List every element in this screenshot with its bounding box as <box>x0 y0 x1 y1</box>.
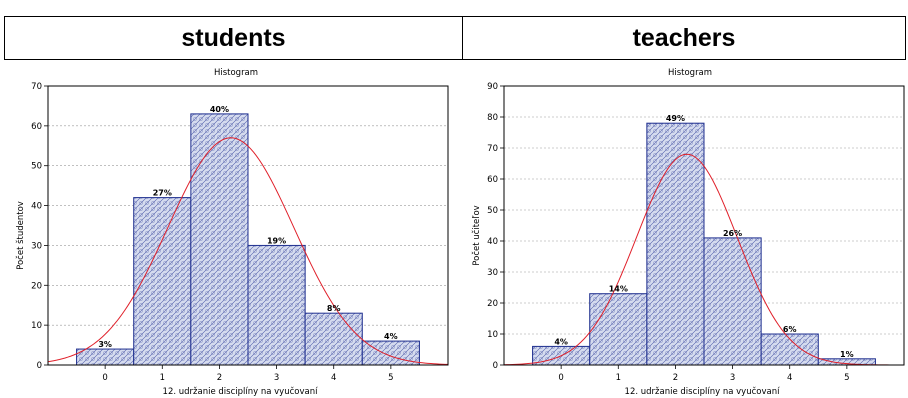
x-tick-label: 4 <box>787 373 792 383</box>
bar-label: 4% <box>554 337 568 346</box>
y-tick-label: 20 <box>31 281 42 291</box>
histogram-bar <box>190 113 249 366</box>
y-tick-label: 60 <box>487 175 498 185</box>
x-axis-label: 12. udržanie disciplíny na vyučovaní <box>625 386 781 397</box>
x-tick-label: 4 <box>331 373 336 383</box>
bar-label: 8% <box>327 304 341 313</box>
x-tick-label: 5 <box>844 373 849 383</box>
x-tick-label: 0 <box>102 373 107 383</box>
histogram-bar <box>133 197 192 366</box>
header-students: students <box>4 16 463 60</box>
x-tick-label: 1 <box>616 373 621 383</box>
x-axis-label: 12. udržanie disciplíny na vyučovaní <box>163 386 319 397</box>
x-tick-label: 3 <box>730 373 735 383</box>
bar-label: 6% <box>783 325 797 334</box>
y-tick-label: 70 <box>487 144 498 154</box>
histogram-bar <box>247 244 306 366</box>
x-tick-label: 2 <box>217 373 222 383</box>
y-tick-label: 0 <box>493 361 498 371</box>
y-tick-label: 70 <box>31 82 42 92</box>
chart-title: Histogram <box>214 68 258 78</box>
normal-curve <box>503 153 904 366</box>
y-tick-label: 30 <box>31 241 42 251</box>
bar-label: 3% <box>98 340 112 349</box>
y-axis-label: Počet učiteľov <box>471 205 482 265</box>
y-tick-label: 50 <box>31 162 42 172</box>
y-tick-label: 40 <box>487 237 498 247</box>
x-tick-label: 5 <box>388 373 393 383</box>
y-tick-label: 20 <box>487 299 498 309</box>
bar-label: 14% <box>609 285 628 294</box>
x-tick-label: 0 <box>558 373 563 383</box>
x-tick-label: 1 <box>160 373 165 383</box>
plot-frame <box>503 85 905 366</box>
bar-label: 40% <box>210 105 229 114</box>
histogram-bar <box>304 312 363 366</box>
x-tick-label: 2 <box>673 373 678 383</box>
y-tick-label: 10 <box>31 321 42 331</box>
bar-label: 26% <box>723 229 742 238</box>
plot-frame <box>47 85 449 366</box>
normal-curve <box>47 137 449 365</box>
y-tick-label: 40 <box>31 202 42 212</box>
chart-title: Histogram <box>668 68 712 78</box>
bar-label: 4% <box>384 332 398 341</box>
histogram-bar <box>589 293 648 366</box>
header-row: students teachers <box>0 16 908 62</box>
y-tick-label: 0 <box>37 361 42 371</box>
y-tick-label: 80 <box>487 113 498 123</box>
y-tick-label: 30 <box>487 268 498 278</box>
y-axis-label: Počet študentov <box>15 201 26 270</box>
histogram-bar <box>76 348 135 366</box>
header-teachers: teachers <box>462 16 906 60</box>
bar-label: 27% <box>153 189 172 198</box>
y-tick-label: 60 <box>31 122 42 132</box>
bar-label: 1% <box>840 350 854 359</box>
bar-label: 49% <box>666 114 685 123</box>
teachers-histogram: Histogram01020304050607080904%14%49%26%6… <box>471 68 905 397</box>
students-histogram: Histogram 0 10 20 30 40 50 60 70 3% 27% 40% 19% 8% 4% 0… <box>15 68 449 397</box>
x-tick-label: 3 <box>274 373 279 383</box>
y-tick-label: 50 <box>487 206 498 216</box>
y-tick-label: 90 <box>487 82 498 92</box>
histogram-bar <box>703 237 762 366</box>
bar-label: 19% <box>267 236 286 245</box>
y-tick-label: 10 <box>487 330 498 340</box>
